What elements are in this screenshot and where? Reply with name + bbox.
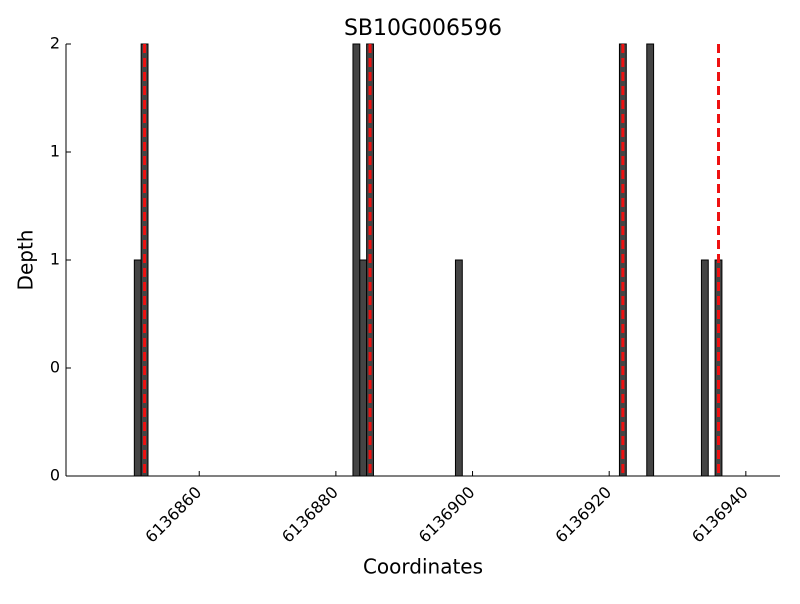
y-tick-label: 1 [50, 142, 60, 161]
x-tick-label: 6136900 [415, 483, 479, 547]
y-tick-label: 1 [50, 250, 60, 269]
y-tick-label: 2 [50, 34, 60, 53]
x-tick-label: 6136940 [688, 483, 752, 547]
bar [646, 43, 655, 477]
x-tick-label: 6136920 [551, 483, 615, 547]
x-tick-label: 6136860 [141, 483, 205, 547]
bar [359, 259, 368, 477]
bar [352, 43, 361, 477]
x-axis-label: Coordinates [363, 555, 483, 579]
y-tick-label: 0 [50, 358, 60, 377]
bar [133, 259, 142, 477]
chart-title: SB10G006596 [344, 16, 502, 41]
bar [700, 259, 709, 477]
bar [454, 259, 463, 477]
x-tick-label: 6136880 [278, 483, 342, 547]
y-tick-label: 0 [50, 466, 60, 485]
y-axis-label: Depth [14, 230, 38, 291]
